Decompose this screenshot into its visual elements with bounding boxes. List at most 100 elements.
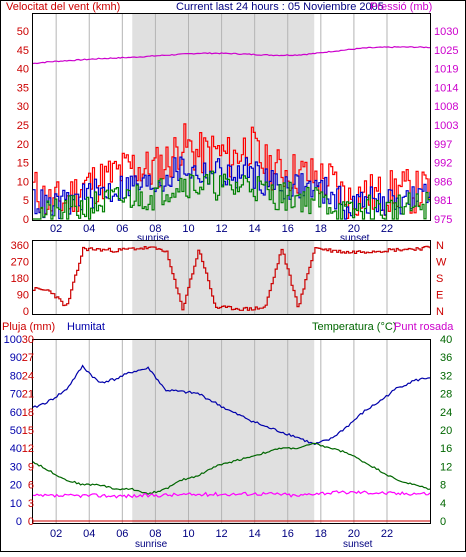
- axis-tick-label: 1008: [434, 101, 458, 113]
- panel1-day-band: [132, 14, 315, 220]
- axis-tick-label: 0: [23, 306, 29, 318]
- x-tick-label: 08: [149, 223, 161, 235]
- axis-tick-label: 270: [11, 257, 29, 269]
- axis-tick-label: 997: [434, 139, 452, 151]
- x-tick-label: 04: [83, 223, 95, 235]
- panel2-day-band: [132, 241, 315, 314]
- x-tick-label: 16: [282, 223, 294, 235]
- panel3-sunrise-label: sunrise: [135, 539, 168, 550]
- x-tick-label: 22: [381, 223, 393, 235]
- axis-tick-label: 20: [440, 425, 452, 437]
- axis-tick-label: 5: [23, 195, 29, 207]
- x-tick-label: 20: [348, 528, 360, 540]
- axis-tick-label: 6: [28, 480, 34, 492]
- daylight-band: [132, 14, 315, 220]
- x-tick-label: 08: [149, 528, 161, 540]
- axis-tick-label: 1014: [434, 82, 458, 94]
- axis-tick-label: 35: [17, 82, 29, 94]
- panel1-series: [32, 45, 431, 220]
- axis-tick-label: 10: [17, 176, 29, 188]
- wind-direction-line: [33, 245, 431, 311]
- axis-tick-label: 60: [10, 407, 22, 419]
- x-tick-label: 02: [50, 528, 62, 540]
- panel1-left-axis: 0 5 10 15 20 25 30 35 40 45 50: [17, 26, 29, 226]
- axis-tick-label: 992: [434, 158, 452, 170]
- axis-tick-label: 15: [17, 158, 29, 170]
- axis-tick-label: N: [436, 306, 444, 318]
- axis-tick-label: 25: [17, 120, 29, 132]
- x-tick-label: 14: [249, 528, 261, 540]
- axis-tick-label: 981: [434, 195, 452, 207]
- x-tick-label: 04: [83, 528, 95, 540]
- dewpoint-line: [32, 490, 431, 499]
- axis-tick-label: 20: [10, 480, 22, 492]
- x-tick-label: 10: [182, 528, 194, 540]
- axis-tick-label: 32: [440, 370, 452, 382]
- x-tick-label: 18: [315, 223, 327, 235]
- axis-tick-label: 12: [440, 461, 452, 473]
- panel3-title-rain: Pluja (mm): [2, 321, 55, 333]
- axis-tick-label: 24: [22, 370, 34, 382]
- axis-tick-label: 50: [10, 425, 22, 437]
- axis-tick-label: 1019: [434, 64, 458, 76]
- axis-tick-label: 0: [440, 516, 446, 528]
- panel3-rain-axis: 0 3 6 9 12 15 18 21 24 27 30: [22, 334, 34, 528]
- panel3-frame: [32, 339, 431, 524]
- panel2-left-axis: 0 90 180 270 360: [11, 240, 29, 318]
- panel2-frame: [32, 240, 431, 315]
- panel1-title-right: Pressió (mb): [370, 1, 432, 13]
- panel1-right-axis: 975 981 986 992 997 1003 1008 1014 1019 1025 1030: [434, 26, 458, 226]
- axis-tick-label: 1003: [434, 120, 458, 132]
- axis-tick-label: 4: [440, 498, 446, 510]
- axis-tick-label: 28: [440, 389, 452, 401]
- axis-tick-label: E: [436, 290, 443, 302]
- x-tick-label: 16: [282, 528, 294, 540]
- axis-tick-label: S: [436, 273, 443, 285]
- x-tick-label: 18: [315, 528, 327, 540]
- axis-tick-label: 986: [434, 176, 452, 188]
- axis-tick-label: 0: [23, 214, 29, 226]
- panel1-x-axis: 02 04 06 08 10 12 14 16 18 20 22: [50, 223, 393, 235]
- panel3-temperature-axis: 0 4 8 12 16 20 24 28 32 36 40: [440, 334, 452, 528]
- x-tick-label: 14: [249, 223, 261, 235]
- axis-tick-label: 360: [11, 240, 29, 252]
- x-tick-label: 22: [381, 528, 393, 540]
- axis-tick-label: 16: [440, 443, 452, 455]
- panel3-title-temperature: Temperatura (°C): [312, 321, 396, 333]
- axis-tick-label: 18: [22, 407, 34, 419]
- panel3-title-dewpoint: Punt rosada: [394, 321, 454, 333]
- x-tick-label: 20: [348, 223, 360, 235]
- panel3-day-band: [132, 340, 315, 523]
- x-tick-label: 06: [116, 528, 128, 540]
- axis-tick-label: 45: [17, 45, 29, 57]
- axis-tick-label: 50: [17, 26, 29, 38]
- x-tick-label: 12: [215, 528, 227, 540]
- axis-tick-label: N: [436, 240, 444, 252]
- daylight-band: [132, 241, 315, 314]
- panel1-sunset-label: sunset: [340, 233, 370, 244]
- axis-tick-label: 3: [28, 498, 34, 510]
- axis-tick-label: 0: [28, 516, 34, 528]
- axis-tick-label: 30: [22, 334, 34, 346]
- panel3-humidity-axis: 0 10 20 30 40 50 60 70 80 90 100: [4, 334, 22, 528]
- panel1-sunrise-label: sunrise: [137, 233, 170, 244]
- axis-tick-label: 24: [440, 407, 452, 419]
- axis-tick-label: 1025: [434, 45, 458, 57]
- panel3-title-humidity: Humitat: [67, 321, 105, 333]
- axis-tick-label: 30: [10, 461, 22, 473]
- daylight-band: [132, 340, 315, 523]
- axis-tick-label: 975: [434, 214, 452, 226]
- axis-tick-label: 36: [440, 352, 452, 364]
- axis-tick-label: 80: [10, 370, 22, 382]
- axis-tick-label: 1030: [434, 26, 458, 38]
- panel1-title-center: Current last 24 hours : 05 Noviembre 200…: [176, 1, 384, 13]
- x-tick-label: 06: [116, 223, 128, 235]
- panel1-title-left: Velocitat del vent (kmh): [6, 1, 120, 13]
- axis-tick-label: 40: [440, 334, 452, 346]
- humidity-line: [32, 364, 431, 446]
- axis-tick-label: 15: [22, 425, 34, 437]
- panel2-series: [33, 245, 431, 311]
- axis-tick-label: 40: [10, 443, 22, 455]
- panel3-series: [32, 364, 431, 522]
